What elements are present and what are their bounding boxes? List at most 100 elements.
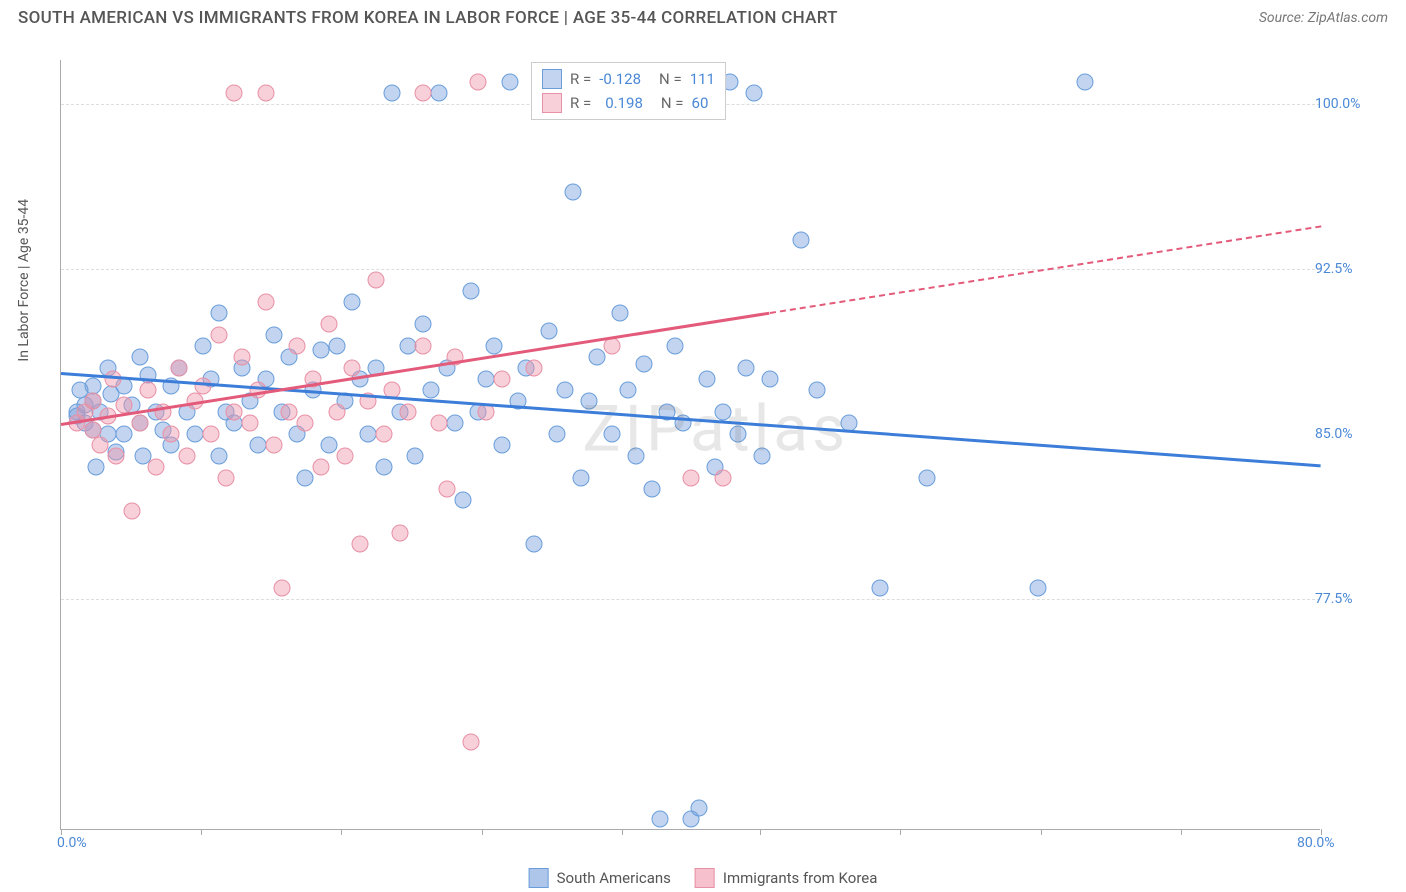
x-tick bbox=[201, 829, 202, 835]
scatter-point-series-1 bbox=[399, 404, 416, 421]
plot-area: ZIPatlas R = -0.128 N = 111 R = 0.198 N … bbox=[60, 60, 1320, 830]
scatter-point-series-0 bbox=[328, 338, 345, 355]
scatter-point-series-0 bbox=[265, 327, 282, 344]
scatter-point-series-1 bbox=[438, 481, 455, 498]
scatter-point-series-0 bbox=[344, 294, 361, 311]
scatter-point-series-0 bbox=[116, 426, 133, 443]
scatter-point-series-1 bbox=[415, 338, 432, 355]
scatter-point-series-0 bbox=[698, 371, 715, 388]
swatch-series-1 bbox=[542, 93, 562, 113]
scatter-point-series-1 bbox=[494, 371, 511, 388]
scatter-point-series-0 bbox=[478, 371, 495, 388]
scatter-point-series-0 bbox=[297, 470, 314, 487]
scatter-point-series-0 bbox=[446, 415, 463, 432]
scatter-point-series-0 bbox=[572, 470, 589, 487]
scatter-point-series-0 bbox=[131, 349, 148, 366]
scatter-point-series-1 bbox=[336, 448, 353, 465]
x-tick bbox=[341, 829, 342, 835]
scatter-point-series-0 bbox=[738, 360, 755, 377]
y-axis-title: In Labor Force | Age 35-44 bbox=[16, 199, 32, 362]
scatter-point-series-1 bbox=[163, 426, 180, 443]
scatter-point-series-0 bbox=[423, 382, 440, 399]
scatter-point-series-1 bbox=[265, 437, 282, 454]
scatter-point-series-0 bbox=[604, 426, 621, 443]
scatter-point-series-0 bbox=[690, 800, 707, 817]
scatter-point-series-0 bbox=[431, 85, 448, 102]
legend-label-0: South Americans bbox=[557, 869, 671, 887]
scatter-point-series-1 bbox=[242, 415, 259, 432]
y-tick-label: 85.0% bbox=[1315, 426, 1370, 442]
x-tick bbox=[622, 829, 623, 835]
chart-header: SOUTH AMERICAN VS IMMIGRANTS FROM KOREA … bbox=[0, 0, 1406, 32]
scatter-point-series-0 bbox=[320, 437, 337, 454]
legend-item-1: Immigrants from Korea bbox=[695, 868, 877, 888]
scatter-point-series-0 bbox=[415, 316, 432, 333]
scatter-point-series-1 bbox=[257, 294, 274, 311]
x-tick-label: 0.0% bbox=[57, 835, 87, 851]
scatter-point-series-1 bbox=[108, 448, 125, 465]
scatter-point-series-1 bbox=[297, 415, 314, 432]
legend-row-series-0: R = -0.128 N = 111 bbox=[542, 67, 715, 91]
scatter-point-series-1 bbox=[431, 415, 448, 432]
scatter-point-series-0 bbox=[501, 74, 518, 91]
scatter-point-series-0 bbox=[249, 437, 266, 454]
series-legend: South Americans Immigrants from Korea bbox=[529, 868, 878, 888]
scatter-point-series-0 bbox=[730, 426, 747, 443]
scatter-point-series-0 bbox=[872, 580, 889, 597]
scatter-point-series-1 bbox=[171, 360, 188, 377]
scatter-point-series-1 bbox=[320, 316, 337, 333]
scatter-point-series-1 bbox=[131, 415, 148, 432]
scatter-point-series-1 bbox=[147, 459, 164, 476]
scatter-point-series-0 bbox=[793, 232, 810, 249]
scatter-point-series-0 bbox=[809, 382, 826, 399]
x-tick bbox=[482, 829, 483, 835]
scatter-point-series-0 bbox=[714, 404, 731, 421]
scatter-point-series-1 bbox=[202, 426, 219, 443]
scatter-point-series-1 bbox=[257, 85, 274, 102]
scatter-point-series-0 bbox=[360, 426, 377, 443]
scatter-point-series-0 bbox=[643, 481, 660, 498]
scatter-point-series-1 bbox=[391, 525, 408, 542]
scatter-point-series-0 bbox=[651, 811, 668, 828]
scatter-point-series-1 bbox=[194, 377, 211, 394]
swatch-south-americans bbox=[529, 868, 549, 888]
scatter-point-series-0 bbox=[186, 426, 203, 443]
scatter-point-series-1 bbox=[683, 470, 700, 487]
y-tick-label: 92.5% bbox=[1315, 261, 1370, 277]
scatter-point-series-0 bbox=[620, 382, 637, 399]
scatter-point-series-0 bbox=[667, 338, 684, 355]
scatter-point-series-1 bbox=[139, 382, 156, 399]
scatter-point-series-1 bbox=[123, 503, 140, 520]
scatter-point-series-1 bbox=[289, 338, 306, 355]
legend-label-1: Immigrants from Korea bbox=[723, 869, 877, 887]
scatter-point-series-1 bbox=[84, 421, 101, 438]
scatter-point-series-1 bbox=[273, 580, 290, 597]
scatter-point-series-0 bbox=[210, 305, 227, 322]
gridline-h bbox=[61, 269, 1320, 270]
n-value-0: 111 bbox=[690, 67, 715, 91]
scatter-point-series-0 bbox=[454, 492, 471, 509]
x-tick-label: 80.0% bbox=[1297, 835, 1335, 851]
scatter-point-series-0 bbox=[746, 85, 763, 102]
scatter-point-series-1 bbox=[281, 404, 298, 421]
scatter-point-series-0 bbox=[1029, 580, 1046, 597]
scatter-point-series-0 bbox=[375, 459, 392, 476]
scatter-point-series-0 bbox=[919, 470, 936, 487]
y-tick-label: 77.5% bbox=[1315, 591, 1370, 607]
scatter-point-series-1 bbox=[226, 85, 243, 102]
x-tick bbox=[1181, 829, 1182, 835]
scatter-point-series-0 bbox=[399, 338, 416, 355]
scatter-point-series-1 bbox=[368, 272, 385, 289]
swatch-immigrants-korea bbox=[695, 868, 715, 888]
r-value-1: 0.198 bbox=[605, 91, 643, 115]
r-value-0: -0.128 bbox=[599, 67, 641, 91]
scatter-point-series-1 bbox=[234, 349, 251, 366]
scatter-point-series-0 bbox=[549, 426, 566, 443]
scatter-point-series-0 bbox=[564, 184, 581, 201]
legend-row-series-1: R = 0.198 N = 60 bbox=[542, 91, 715, 115]
scatter-point-series-1 bbox=[714, 470, 731, 487]
scatter-point-series-1 bbox=[84, 393, 101, 410]
scatter-point-series-0 bbox=[462, 283, 479, 300]
scatter-point-series-0 bbox=[627, 448, 644, 465]
scatter-point-series-1 bbox=[218, 470, 235, 487]
